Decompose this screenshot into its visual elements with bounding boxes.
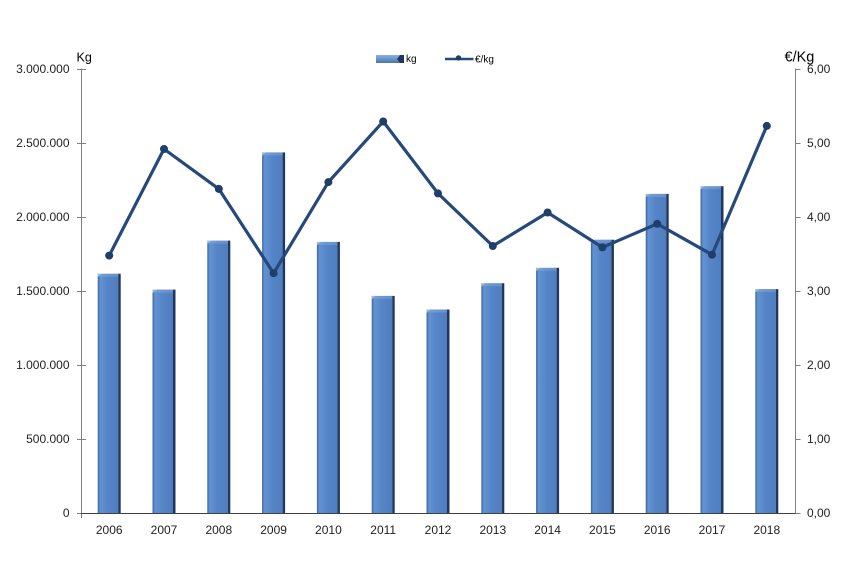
svg-text:3,00: 3,00: [807, 284, 831, 298]
svg-text:2017: 2017: [699, 523, 726, 537]
svg-text:2.000.000: 2.000.000: [16, 210, 70, 224]
svg-text:0: 0: [63, 506, 70, 520]
svg-text:2015: 2015: [589, 523, 616, 537]
svg-text:2.500.000: 2.500.000: [16, 136, 70, 150]
svg-text:2018: 2018: [753, 523, 780, 537]
svg-text:1,00: 1,00: [807, 432, 831, 446]
svg-text:2013: 2013: [479, 523, 506, 537]
svg-text:2012: 2012: [425, 523, 452, 537]
svg-text:2014: 2014: [534, 523, 561, 537]
svg-text:2,00: 2,00: [807, 358, 831, 372]
svg-text:500.000: 500.000: [26, 432, 70, 446]
svg-text:0,00: 0,00: [807, 506, 831, 520]
svg-text:2011: 2011: [370, 523, 396, 537]
svg-text:6,00: 6,00: [807, 62, 831, 76]
svg-text:3.000.000: 3.000.000: [16, 62, 70, 76]
svg-text:kg: kg: [406, 54, 417, 65]
svg-text:2016: 2016: [644, 523, 671, 537]
svg-text:Kg: Kg: [77, 51, 92, 65]
svg-text:€/Kg: €/Kg: [785, 49, 815, 65]
svg-text:€/kg: €/kg: [475, 55, 494, 66]
svg-text:2006: 2006: [96, 523, 123, 537]
svg-text:2010: 2010: [315, 523, 342, 537]
svg-text:4,00: 4,00: [807, 210, 831, 224]
svg-text:2008: 2008: [205, 523, 232, 537]
svg-text:2007: 2007: [151, 523, 178, 537]
svg-text:5,00: 5,00: [807, 136, 831, 150]
svg-text:2009: 2009: [260, 523, 287, 537]
svg-text:1.500.000: 1.500.000: [16, 284, 70, 298]
svg-text:1.000.000: 1.000.000: [16, 358, 70, 372]
